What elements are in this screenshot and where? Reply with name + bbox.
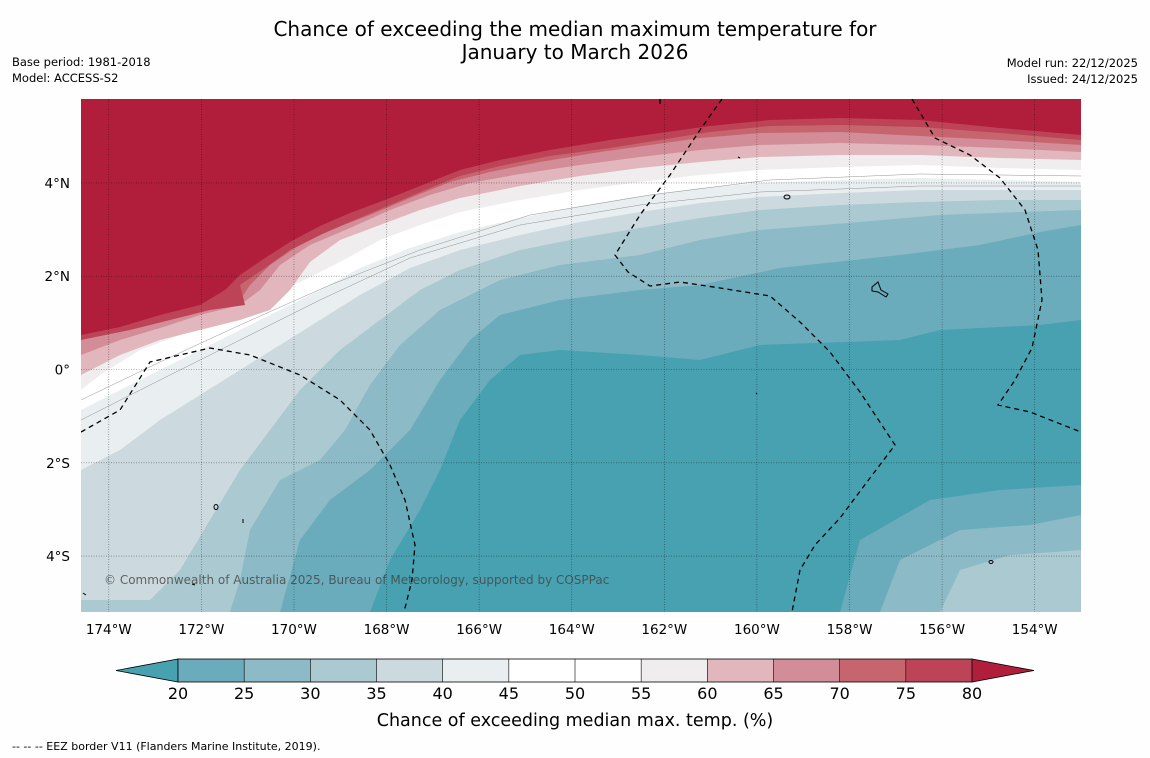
colorbar-cell [178, 659, 245, 682]
lon-tick-label: 162°W [641, 622, 687, 638]
colorbar-cell [376, 659, 444, 682]
footer-note: -- -- -- EEZ border V11 (Flanders Marine… [12, 740, 321, 753]
colorbar-cell [310, 659, 377, 682]
contour-line-2 [81, 173, 1081, 401]
colorbar-tick-label: 70 [829, 684, 849, 703]
island-2 [871, 281, 889, 298]
colorbar-label: Chance of exceeding median max. temp. (%… [377, 711, 774, 731]
eez-border-east [911, 99, 1081, 433]
lat-tick-label: 2°S [46, 456, 70, 472]
lon-tick-label: 156°W [919, 622, 965, 638]
model-run: Model run: 22/12/2025 [1006, 56, 1138, 70]
colorbar-tick-label: 20 [168, 684, 188, 703]
colorbar-tick-label: 65 [763, 684, 783, 703]
lon-tick-label: 174°W [86, 622, 132, 638]
island-1 [783, 194, 791, 200]
colorbar: 20 25 30 35 40 45 50 55 60 65 70 75 80 [115, 658, 1035, 703]
colorbar-cell [508, 659, 576, 682]
contour-line-1 [81, 185, 1081, 421]
colorbar-cell [641, 659, 708, 682]
meta-left: Base period: 1981-2018 Model: ACCESS-S2 [12, 54, 151, 86]
base-period: Base period: 1981-2018 [12, 55, 151, 69]
lon-tick-label: 160°W [734, 622, 780, 638]
lat-tick-label: 4°N [45, 176, 70, 192]
colorbar-tick-label: 45 [499, 684, 519, 703]
colorbar-tick-label: 30 [300, 684, 320, 703]
island-6 [988, 560, 994, 564]
lon-tick-label: 154°W [1012, 622, 1058, 638]
lon-tick-label: 168°W [364, 622, 410, 638]
colorbar-cell [442, 659, 510, 682]
lon-tick-label: 170°W [271, 622, 317, 638]
meta-right: Model run: 22/12/2025 Issued: 24/12/2025 [1007, 55, 1138, 87]
copyright-notice: © Commonwealth of Australia 2025, Bureau… [104, 573, 609, 587]
lon-tick-labels: 174°W 172°W 170°W 168°W 166°W 164°W 162°W 160°W… [86, 622, 1058, 638]
lat-tick-labels: 4°N 2°N 0° 2°S 4°S [45, 176, 70, 565]
title-line-1: Chance of exceeding the median maximum t… [273, 17, 877, 41]
colorbar-tick-label: 55 [631, 684, 651, 703]
band-above-80 [81, 99, 1081, 335]
plot-area: © Commonwealth of Australia 2025, Bureau… [81, 99, 1081, 612]
eez-border-west [81, 347, 416, 612]
chart-title: Chance of exceeding the median maximum t… [0, 18, 1150, 64]
colorbar-cell [575, 659, 642, 682]
lon-tick-label: 172°W [178, 622, 224, 638]
colorbar-cell [707, 659, 774, 682]
colorbar-cell [244, 659, 311, 682]
colorbar-frame [177, 658, 973, 683]
colorbar-tick-label: 35 [366, 684, 386, 703]
colorbar-cell [905, 659, 973, 682]
lat-tick-label: 2°N [45, 269, 70, 285]
lon-tick-label: 158°W [827, 622, 873, 638]
colorbar-tick-label: 80 [962, 684, 982, 703]
island-7 [755, 392, 758, 395]
lat-tick-label: 0° [55, 362, 70, 378]
island-9 [191, 583, 196, 586]
lon-tick-label: 166°W [456, 622, 502, 638]
model-name: Model: ACCESS-S2 [12, 71, 119, 85]
title-line-2: January to March 2026 [461, 40, 689, 64]
colorbar-cell [839, 659, 907, 682]
colorbar-tick-label: 50 [565, 684, 585, 703]
issued-date: Issued: 24/12/2025 [1027, 72, 1138, 86]
colorbar-over-arrow [971, 658, 1035, 683]
lat-tick-label: 4°S [46, 549, 70, 565]
islands [82, 156, 994, 596]
colorbar-tick-label: 60 [697, 684, 717, 703]
colorbar-tick-label: 75 [896, 684, 916, 703]
eez-borders [81, 99, 1081, 612]
island-3 [213, 504, 219, 510]
band-30-35-south [940, 550, 1081, 612]
graticule [81, 99, 1081, 612]
lon-tick-label: 164°W [549, 622, 595, 638]
island-5 [737, 156, 741, 159]
colorbar-tick-label: 40 [432, 684, 452, 703]
colorbar-under-arrow [115, 658, 179, 683]
colorbar-cell [773, 659, 841, 682]
colorbar-tick-label: 25 [234, 684, 254, 703]
island-8 [82, 592, 87, 596]
